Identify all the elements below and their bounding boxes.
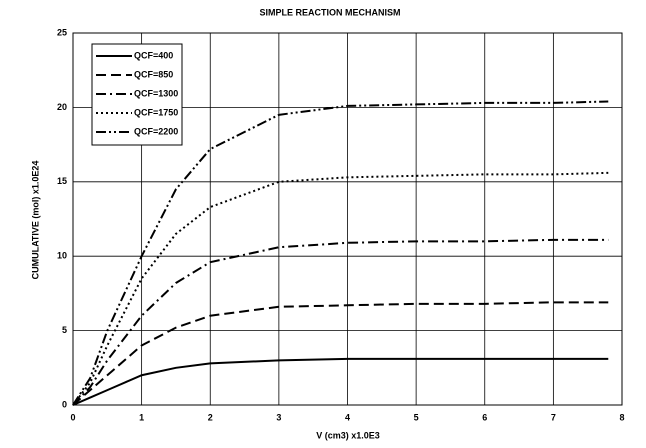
series-line	[72, 100, 609, 406]
x-tick-label: 6	[482, 412, 487, 422]
series-line	[72, 357, 609, 406]
legend-label: QCF=400	[134, 50, 173, 60]
y-axis-label: CUMULATIVE (mol) x1.0E24	[30, 161, 40, 280]
y-tick-label: 0	[62, 399, 67, 409]
x-tick-label: 0	[70, 412, 75, 422]
x-tick-label: 3	[276, 412, 281, 422]
series-line	[72, 301, 609, 406]
series-line	[72, 171, 609, 406]
chart-title: SIMPLE REACTION MECHANISM	[259, 7, 400, 17]
x-tick-label: 1	[139, 412, 144, 422]
y-tick-label: 10	[57, 251, 67, 261]
x-tick-label: 2	[208, 412, 213, 422]
legend-label: QCF=1750	[134, 107, 178, 117]
y-tick-label: 25	[57, 27, 67, 37]
x-tick-label: 7	[551, 412, 556, 422]
x-tick-label: 8	[619, 412, 624, 422]
legend-label: QCF=850	[134, 69, 173, 79]
x-axis-label: V (cm3) x1.0E3	[316, 430, 380, 440]
y-tick-label: 5	[62, 325, 67, 335]
y-tick-label: 15	[57, 176, 67, 186]
legend-box	[91, 43, 183, 146]
x-tick-label: 5	[414, 412, 419, 422]
legend-label: QCF=2200	[134, 126, 178, 136]
legend-label: QCF=1300	[134, 88, 178, 98]
series-line	[72, 238, 609, 406]
y-tick-label: 20	[57, 102, 67, 112]
x-tick-label: 4	[345, 412, 350, 422]
